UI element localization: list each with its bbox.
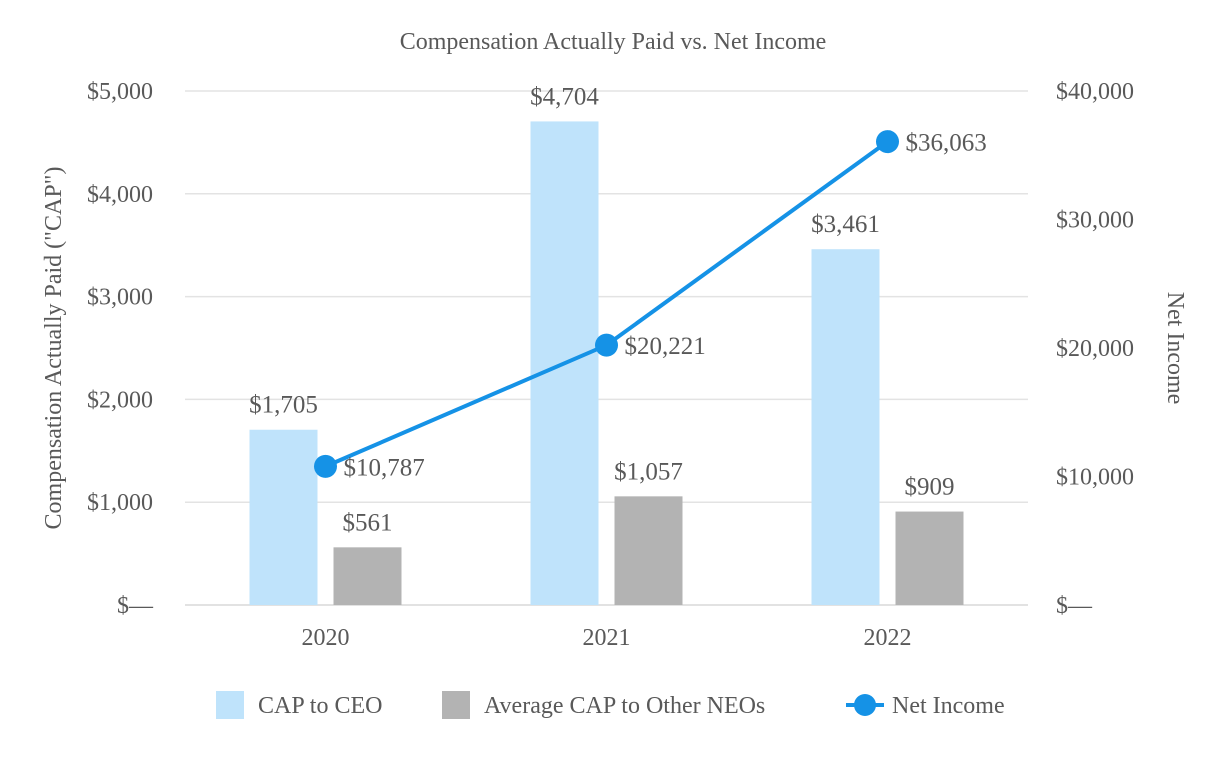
right-tick-label: $40,000 bbox=[1056, 79, 1134, 105]
chart-title: Compensation Actually Paid vs. Net Incom… bbox=[400, 29, 827, 55]
net-income-line bbox=[324, 139, 889, 469]
x-tick-label: 2022 bbox=[864, 625, 912, 651]
legend: CAP to CEO Average CAP to Other NEOs Net I… bbox=[216, 691, 1005, 719]
left-tick-label: $1,000 bbox=[87, 490, 153, 516]
x-axis-labels: 2020 2021 2022 bbox=[302, 625, 912, 651]
legend-swatch bbox=[442, 691, 470, 719]
legend-swatch bbox=[216, 691, 244, 719]
bar-cap-ceo bbox=[811, 249, 880, 605]
right-axis-ticks: $— $10,000 $20,000 $30,000 $40,000 bbox=[1056, 79, 1134, 619]
line-data-label: $36,063 bbox=[906, 130, 987, 157]
legend-label: CAP to CEO bbox=[258, 693, 382, 719]
line-data-label: $10,787 bbox=[344, 454, 425, 481]
left-tick-label: $4,000 bbox=[87, 182, 153, 208]
bar-data-label: $561 bbox=[343, 509, 393, 536]
gridlines bbox=[185, 90, 1028, 606]
net-income-line-group: $10,787 $20,221 $36,063 bbox=[314, 130, 987, 481]
left-axis-ticks: $— $1,000 $2,000 $3,000 $4,000 $5,000 bbox=[87, 79, 154, 619]
x-tick-label: 2020 bbox=[302, 625, 350, 651]
right-tick-label: $10,000 bbox=[1056, 465, 1134, 491]
line-data-label: $20,221 bbox=[625, 333, 706, 360]
net-income-point bbox=[876, 130, 899, 154]
left-tick-label: $2,000 bbox=[87, 387, 153, 413]
bar-cap-neo bbox=[895, 511, 964, 605]
net-income-point bbox=[314, 454, 337, 478]
legend-label: Net Income bbox=[892, 693, 1005, 719]
right-axis-label: Net Income bbox=[1162, 292, 1188, 405]
left-axis-label: Compensation Actually Paid ("CAP") bbox=[41, 167, 67, 530]
legend-label: Average CAP to Other NEOs bbox=[484, 693, 765, 719]
legend-marker bbox=[854, 694, 876, 716]
left-tick-label: $5,000 bbox=[87, 79, 153, 105]
right-tick-label: $— bbox=[1056, 593, 1093, 619]
right-tick-label: $30,000 bbox=[1056, 208, 1134, 234]
net-income-point bbox=[595, 333, 618, 357]
bar-cap-neo bbox=[614, 496, 683, 605]
bar-data-label: $4,704 bbox=[530, 83, 599, 110]
bar-data-label: $1,705 bbox=[249, 392, 318, 419]
left-tick-label: $— bbox=[117, 593, 154, 619]
bar-data-label: $1,057 bbox=[614, 458, 683, 485]
left-tick-label: $3,000 bbox=[87, 285, 153, 311]
right-tick-label: $20,000 bbox=[1056, 336, 1134, 362]
bar-cap-ceo bbox=[249, 429, 318, 605]
bar-data-label: $909 bbox=[905, 474, 955, 501]
bar-cap-neo bbox=[333, 547, 402, 605]
x-tick-label: 2021 bbox=[583, 625, 631, 651]
bar-data-label: $3,461 bbox=[811, 211, 880, 238]
